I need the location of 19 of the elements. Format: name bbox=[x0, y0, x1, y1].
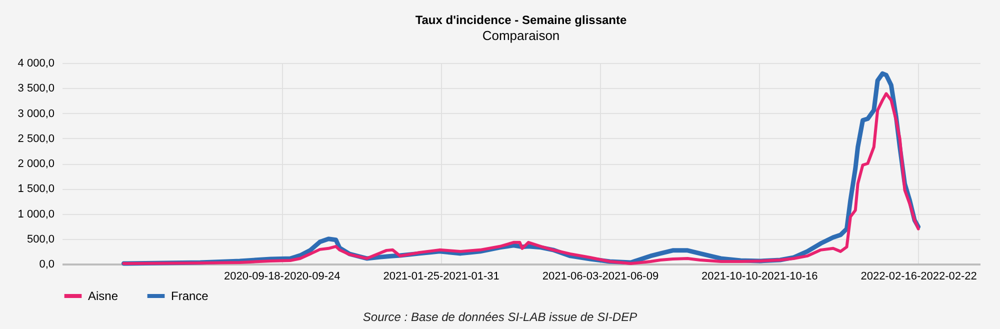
legend-label: Aisne bbox=[88, 289, 118, 303]
legend-label: France bbox=[171, 289, 209, 303]
chart-title: Taux d'incidence - Semaine glissante bbox=[415, 13, 628, 27]
y-tick-label: 2 000,0 bbox=[18, 158, 54, 170]
y-tick-label: 1 000,0 bbox=[18, 208, 54, 220]
y-tick-label: 500,0 bbox=[26, 233, 54, 246]
y-tick-label: 1 500,0 bbox=[18, 183, 54, 196]
y-tick-label: 3 500,0 bbox=[18, 82, 54, 95]
x-tick-label: 2021-01-25-2021-01-31 bbox=[383, 270, 500, 282]
x-tick-label: 2021-10-10-2021-10-16 bbox=[702, 270, 818, 282]
source-note: Source : Base de données SI-LAB issue de SI-DEP bbox=[362, 310, 638, 324]
y-tick-label: 4 000,0 bbox=[18, 58, 54, 70]
x-tick-label: 2021-06-03-2021-06-09 bbox=[542, 270, 659, 282]
y-tick-label: 2 500,0 bbox=[18, 132, 54, 145]
x-tick-label: 2020-09-18-2020-09-24 bbox=[224, 270, 340, 282]
y-tick-label: 3 000,0 bbox=[18, 108, 54, 120]
y-tick-label: 0,0 bbox=[39, 258, 54, 270]
x-tick-label: 2022-02-16-2022-02-22 bbox=[860, 270, 977, 282]
chart-subtitle: Comparaison bbox=[482, 28, 560, 43]
